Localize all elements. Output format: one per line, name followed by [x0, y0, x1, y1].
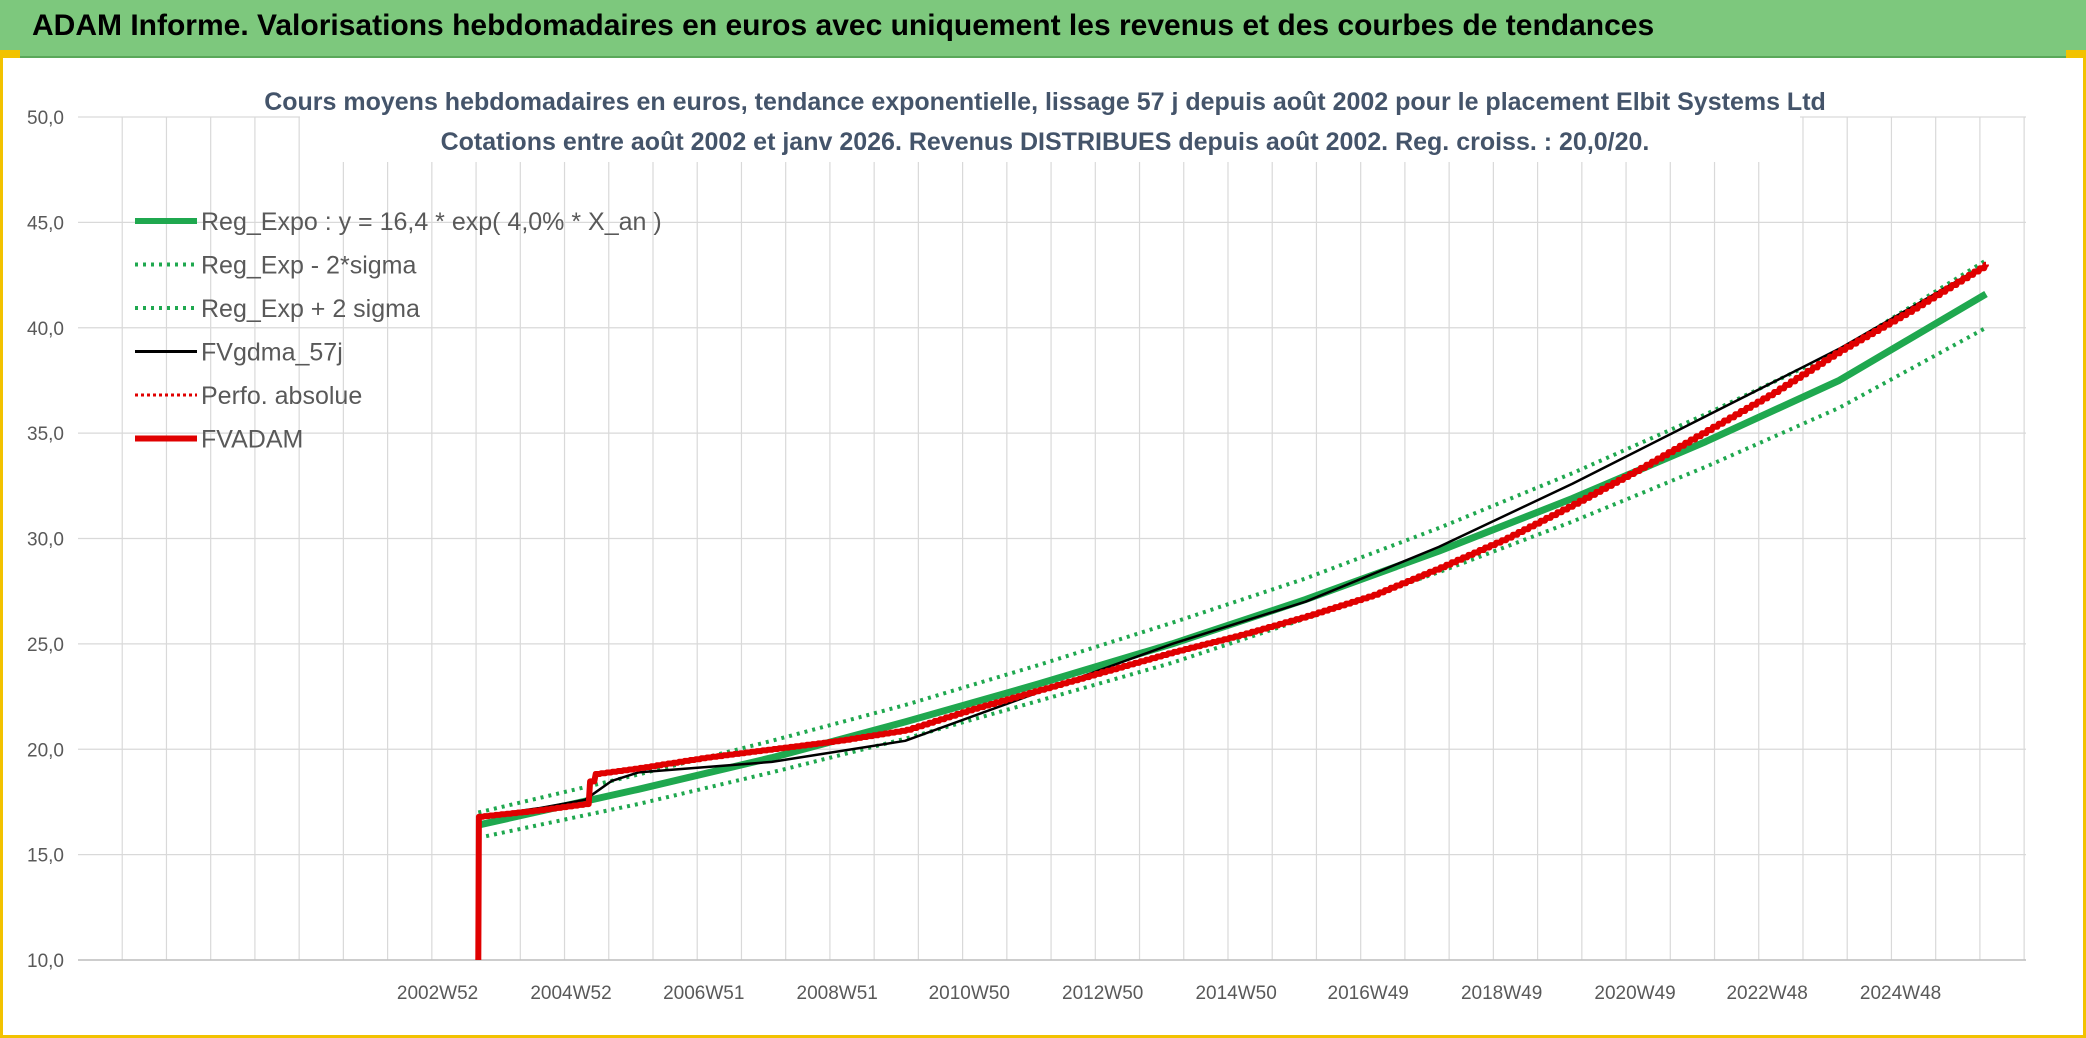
series-lines — [475, 258, 1989, 961]
legend-label: Reg_Exp - 2*sigma — [201, 252, 416, 280]
y-tick-label: 15,0 — [27, 846, 64, 867]
chart-title-line2: Cotations entre août 2002 et janv 2026. … — [441, 128, 1650, 156]
legend-label: Reg_Expo : y = 16,4 * exp( 4,0% * X_an ) — [201, 208, 662, 236]
legend-label: Reg_Exp + 2 sigma — [201, 295, 420, 323]
series-line-1 — [477, 326, 1987, 840]
x-tick-label: 2014W50 — [1195, 983, 1276, 1004]
x-tick-label: 2016W49 — [1328, 983, 1409, 1004]
chart-frame — [0, 58, 2086, 1038]
x-tick-label: 2012W50 — [1062, 983, 1143, 1004]
x-tick-label: 2004W52 — [530, 983, 611, 1004]
y-tick-label: 10,0 — [27, 951, 64, 972]
x-tick-label: 2006W51 — [663, 983, 744, 1004]
legend-label: FVgdma_57j — [201, 339, 343, 367]
y-tick-label: 50,0 — [27, 108, 64, 129]
x-axis-ticks: 2002W52 2004W52 2006W51 2008W51 2010W50 2012W… — [397, 983, 1941, 1004]
x-tick-label: 2018W49 — [1461, 983, 1542, 1004]
x-tick-label: 2022W48 — [1726, 983, 1807, 1004]
banner-corner-right — [2066, 50, 2086, 58]
x-tick-label: 2020W49 — [1594, 983, 1675, 1004]
legend: Reg_Expo : y = 16,4 * exp( 4,0% * X_an )… — [135, 208, 662, 454]
series-line-2 — [477, 258, 1988, 815]
series-line-0 — [477, 290, 1988, 829]
gridlines — [78, 116, 2026, 961]
banner-corner-left — [0, 50, 20, 58]
x-tick-label: 2008W51 — [797, 983, 878, 1004]
y-tick-label: 25,0 — [27, 635, 64, 656]
report-title: ADAM Informe. Valorisations hebdomadaire… — [32, 9, 1655, 42]
y-tick-label: 45,0 — [27, 213, 64, 234]
y-tick-label: 40,0 — [27, 319, 64, 340]
title-background — [300, 82, 1800, 162]
x-tick-label: 2002W52 — [397, 983, 478, 1004]
y-tick-label: 35,0 — [27, 424, 64, 445]
x-tick-label: 2024W48 — [1860, 983, 1941, 1004]
chart-title-line1: Cours moyens hebdomadaires en euros, ten… — [264, 88, 1826, 116]
legend-label: Perfo. absolue — [201, 382, 362, 410]
y-tick-label: 30,0 — [27, 530, 64, 551]
x-tick-label: 2010W50 — [929, 983, 1010, 1004]
report-banner: ADAM Informe. Valorisations hebdomadaire… — [0, 0, 2086, 58]
series-line-5 — [475, 261, 1989, 961]
legend-label: FVADAM — [201, 426, 303, 454]
y-tick-label: 20,0 — [27, 740, 64, 761]
y-axis-ticks: 10,0 15,0 20,0 25,0 30,0 35,0 40,0 45,0 50,0 — [27, 108, 64, 972]
series-line-3 — [478, 263, 1987, 818]
